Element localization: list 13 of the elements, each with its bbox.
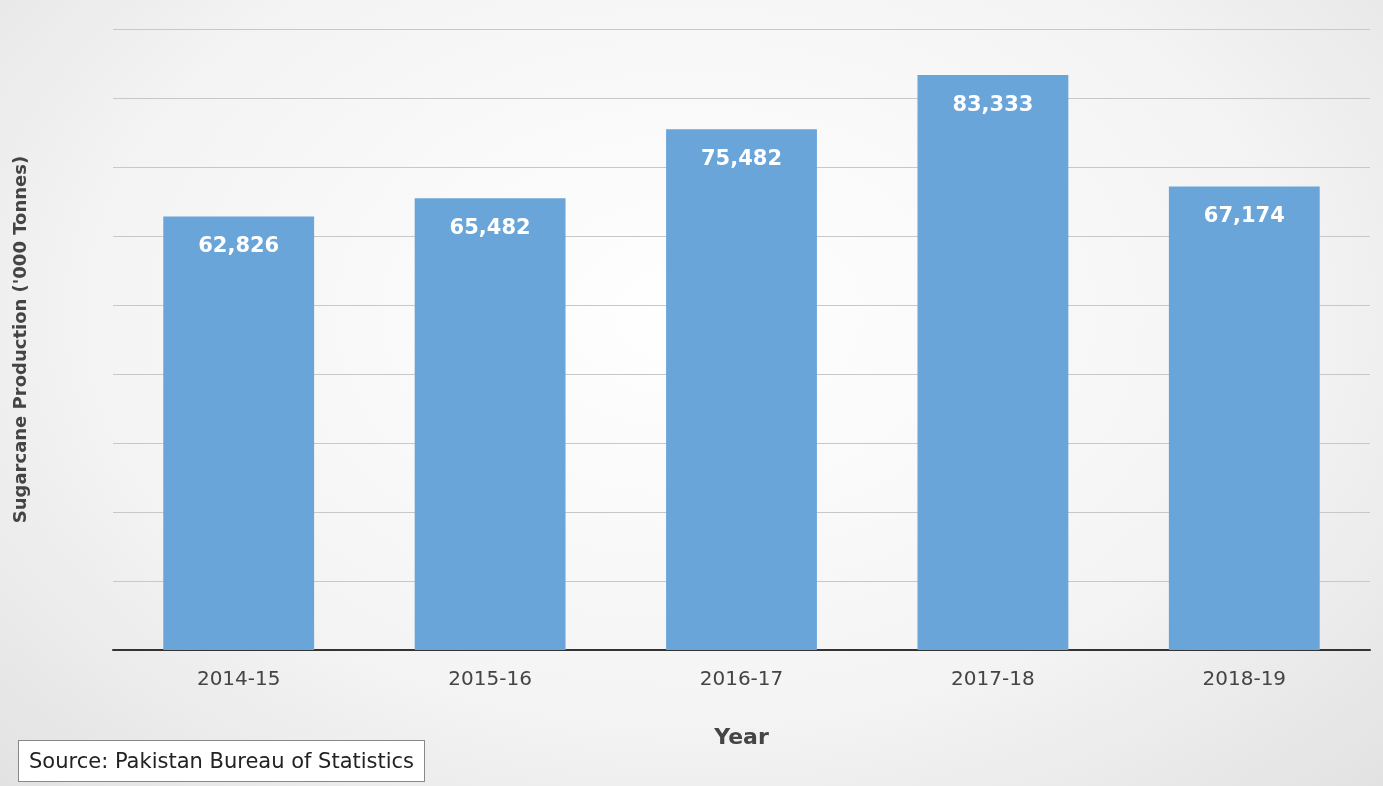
- x-tick-label: 2018-19: [1202, 666, 1287, 690]
- y-axis-title: Sugarcane Production ('000 Tonnes): [8, 155, 30, 524]
- x-tick-label: 2016-17: [699, 666, 784, 690]
- source-note: Source: Pakistan Bureau of Statistics: [18, 740, 426, 782]
- data-label: 62,826: [198, 233, 280, 257]
- x-axis-title: Year: [713, 723, 769, 749]
- x-tick-label: 2014-15: [196, 666, 281, 690]
- x-tick-label: 2017-18: [951, 666, 1035, 690]
- data-label: 65,482: [449, 214, 531, 239]
- x-tick-label: 2015-16: [448, 666, 532, 690]
- data-label: 75,482: [700, 145, 783, 170]
- data-label: 83,333: [952, 91, 1034, 116]
- data-label: 67,174: [1203, 203, 1285, 227]
